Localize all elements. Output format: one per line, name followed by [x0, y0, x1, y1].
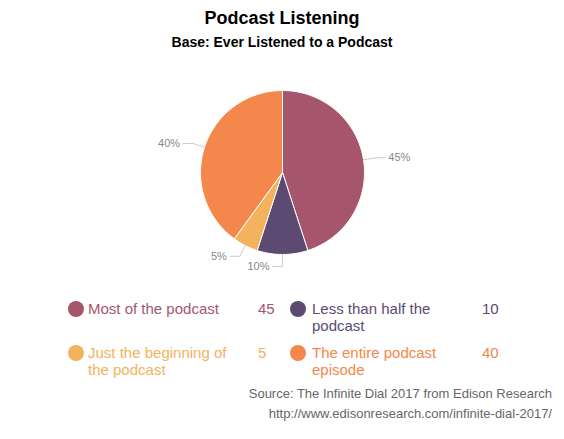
html-text:The entire podcast episode: The entire podcast episode [312, 344, 437, 378]
html-text:10: 10 [482, 300, 499, 317]
html-text:40: 40 [482, 344, 499, 361]
html-text:Just the beginning of the podc: Just the beginning of the podcast [88, 344, 227, 378]
html-text:5: 5 [258, 344, 267, 361]
html-text:Less than half the podcast: Less than half the podcast [312, 300, 431, 334]
svg-text:40%: 40% [158, 137, 180, 149]
svg-text:5%: 5% [211, 250, 227, 262]
html-text:Podcast Listening: Podcast Listening [204, 8, 360, 28]
svg-text:45%: 45% [388, 151, 410, 163]
html-text:http://www.edisonresearch.com/: http://www.edisonresearch.com/infinite-d… [268, 406, 552, 421]
html-text:Source: The Infinite Dial 2017: Source: The Infinite Dial 2017 from Edis… [248, 386, 552, 401]
html-text:45: 45 [258, 300, 275, 317]
html-text:Base: Ever Listened to a Podca: Base: Ever Listened to a Podcast [171, 34, 393, 50]
html-text:Most of the podcast: Most of the podcast [88, 300, 219, 317]
svg-text:10%: 10% [247, 260, 269, 272]
